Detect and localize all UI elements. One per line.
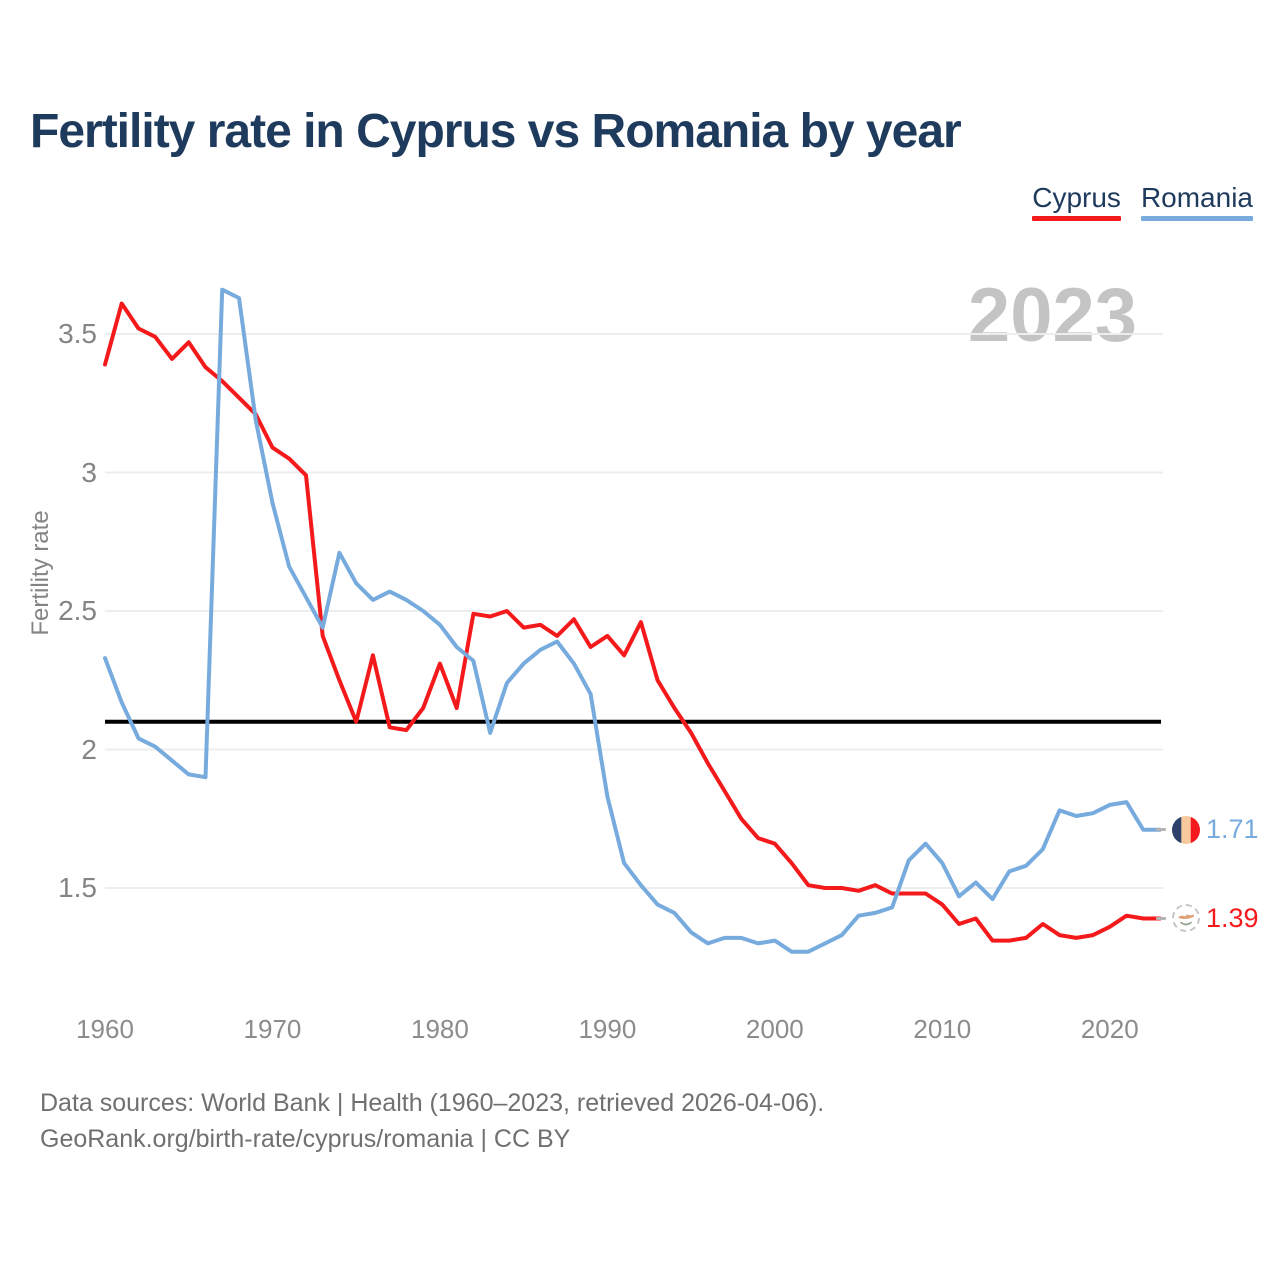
x-tick-label: 1980 <box>410 1014 469 1044</box>
marker-dash <box>1156 916 1166 920</box>
x-tick-label: 2000 <box>745 1014 804 1044</box>
cyprus-flag-icon <box>1172 904 1200 933</box>
data-source-note: Data sources: World Bank | Health (1960–… <box>40 1086 824 1157</box>
x-tick-label: 1990 <box>578 1014 637 1044</box>
legend-label-romania: Romania <box>1140 182 1253 213</box>
marker-dash <box>1156 828 1166 832</box>
romania-end-marker[interactable]: 1.71 <box>1156 814 1259 845</box>
x-tick-label: 1970 <box>243 1014 302 1044</box>
page-title: Fertility rate in Cyprus vs Romania by y… <box>30 105 962 158</box>
y-tick-label: 2.5 <box>58 595 97 626</box>
romania-end-value: 1.71 <box>1206 814 1259 845</box>
legend-item-cyprus[interactable]: Cyprus <box>1032 184 1121 221</box>
legend: Cyprus Romania <box>1032 184 1253 221</box>
romania-line[interactable] <box>103 287 1162 954</box>
x-tick-label: 2020 <box>1080 1014 1139 1044</box>
legend-underline-cyprus <box>1032 216 1121 221</box>
legend-item-romania[interactable]: Romania <box>1140 182 1253 221</box>
romania-flag-icon <box>1172 815 1200 844</box>
y-tick-label: 1.5 <box>58 872 97 903</box>
y-tick-label: 2 <box>81 733 97 765</box>
cyprus-end-marker[interactable]: 1.39 <box>1156 902 1259 933</box>
cyprus-end-value: 1.39 <box>1206 902 1259 933</box>
legend-underline-romania <box>1140 216 1253 221</box>
source-line: Data sources: World Bank | Health (1960–… <box>40 1089 825 1117</box>
y-tick-label: 3 <box>81 456 97 488</box>
cyprus-line[interactable] <box>103 301 1162 943</box>
legend-label-cyprus: Cyprus <box>1032 182 1121 213</box>
y-tick-label: 3.5 <box>58 318 97 349</box>
attribution-line: GeoRank.org/birth-rate/cyprus/romania | … <box>40 1124 571 1153</box>
x-tick-label: 1960 <box>76 1014 134 1044</box>
year-watermark: 2023 <box>967 273 1137 358</box>
x-tick-label: 2010 <box>913 1014 972 1044</box>
